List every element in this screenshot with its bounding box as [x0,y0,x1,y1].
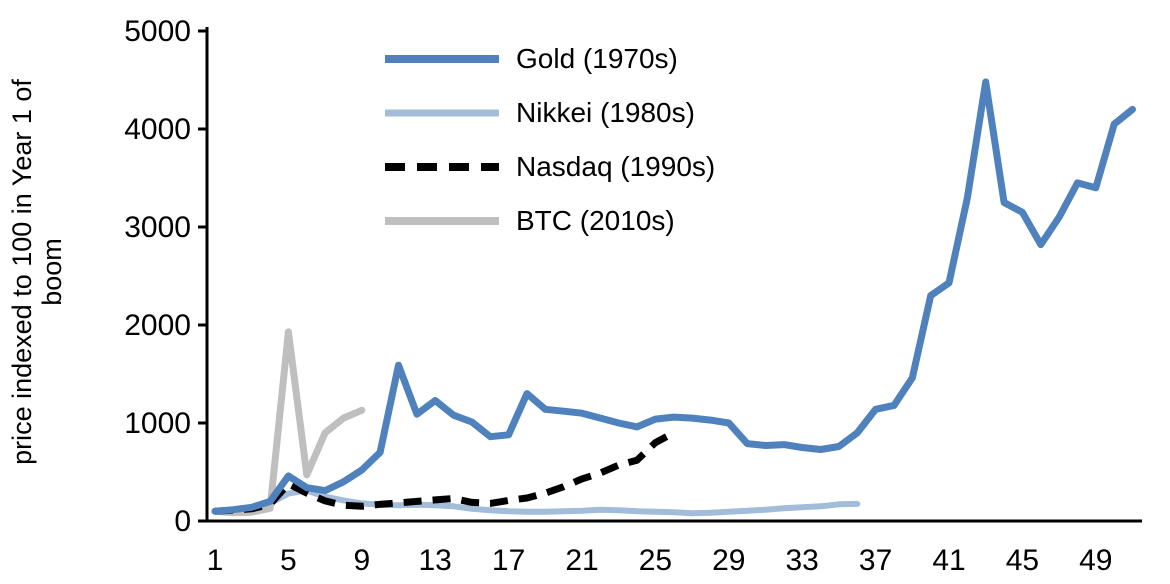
x-tick-label-49: 49 [1079,544,1112,577]
series-line-nikkei-1980s [212,487,861,517]
x-tick-label-25: 25 [639,544,672,577]
y-tick-label-1000: 1000 [124,407,191,440]
x-tick-label-41: 41 [932,544,965,577]
series-line-btc-2010s [211,328,366,517]
series-line-gold-1970s [211,78,1136,515]
legend-label-nikkei-1980s: Nikkei (1980s) [516,97,695,128]
legend-swatch-nasdaq-1990s [385,163,499,171]
x-tick-label-37: 37 [859,544,892,577]
x-tick-label-9: 9 [353,544,370,577]
legend-item-btc-2010s: BTC (2010s) [383,200,715,242]
y-tick-label-4000: 4000 [124,113,191,146]
legend-swatch-gold-1970s [385,55,499,63]
x-tick-label-21: 21 [565,544,598,577]
y-tick-label-2000: 2000 [124,309,191,342]
y-tick-label-5000: 5000 [124,15,191,48]
chart-legend: Gold (1970s) Nikkei (1980s) Nasdaq (1990s)… [383,38,715,242]
legend-item-nikkei-1980s: Nikkei (1980s) [383,92,715,134]
legend-item-gold-1970s: Gold (1970s) [383,38,715,80]
legend-label-gold-1970s: Gold (1970s) [516,43,678,74]
legend-swatch-btc-2010s [385,217,499,225]
legend-swatch-nikkei-1980s [385,109,499,117]
x-tick-label-33: 33 [786,544,819,577]
x-tick-label-45: 45 [1006,544,1039,577]
x-tick-label-1: 1 [207,544,224,577]
x-tick-label-13: 13 [419,544,452,577]
legend-label-btc-2010s: BTC (2010s) [516,205,675,236]
y-tick-label-0: 0 [174,505,191,538]
legend-label-nasdaq-1990s: Nasdaq (1990s) [516,151,716,182]
series-line-nasdaq-1990s [214,429,676,515]
x-tick-label-29: 29 [712,544,745,577]
legend-item-nasdaq-1990s: Nasdaq (1990s) [383,146,715,188]
x-tick-label-17: 17 [492,544,525,577]
y-tick-label-3000: 3000 [124,211,191,244]
x-tick-label-5: 5 [280,544,297,577]
